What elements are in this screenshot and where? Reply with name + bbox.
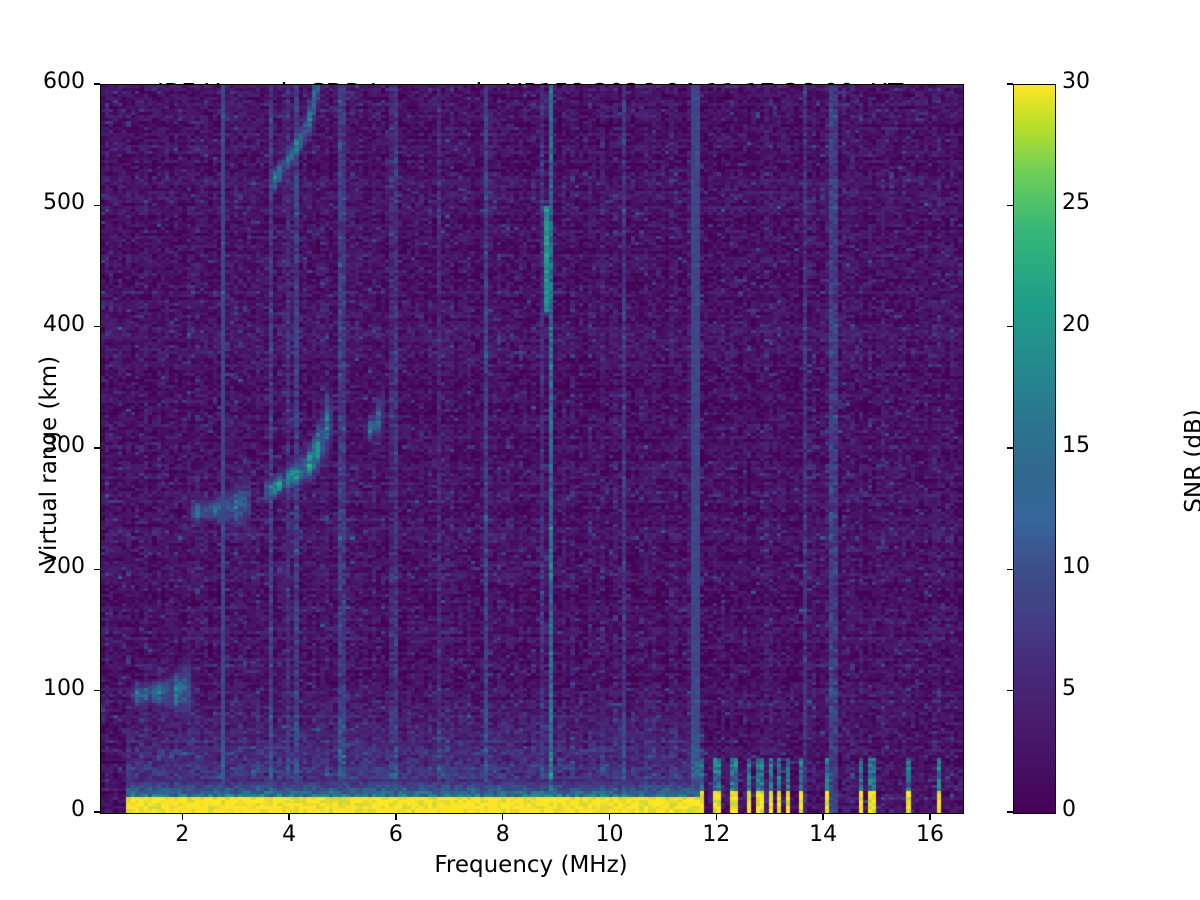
y-tick-mark [93, 326, 100, 328]
y-axis-label: Virtual range (km) [36, 355, 62, 567]
colorbar-tick-mark [1007, 204, 1013, 206]
colorbar-tick-label: 25 [1062, 190, 1090, 216]
ionogram-heatmap-canvas [101, 85, 963, 813]
colorbar-tick-mark [1007, 690, 1013, 692]
x-tick-label: 14 [809, 822, 838, 847]
y-tick-mark [93, 204, 100, 206]
x-tick-mark [608, 813, 611, 820]
y-tick-mark [93, 811, 100, 813]
x-tick-label: 2 [175, 822, 190, 847]
colorbar-tick-label: 10 [1062, 554, 1090, 580]
y-tick-mark [93, 83, 100, 85]
y-tick-label: 600 [43, 69, 85, 94]
x-tick-label: 6 [388, 822, 403, 847]
x-tick-label: 16 [915, 822, 944, 847]
y-tick-label: 100 [43, 675, 85, 701]
y-tick-label: 0 [71, 797, 85, 822]
colorbar-tick-label: 15 [1062, 433, 1090, 458]
x-tick-mark [502, 813, 504, 820]
colorbar-tick-mark [1007, 326, 1013, 328]
y-tick-mark [93, 568, 100, 570]
x-axis-label: Frequency (MHz) [434, 852, 628, 878]
x-tick-label: 10 [595, 822, 624, 847]
y-tick-mark [93, 690, 100, 692]
x-tick-mark [181, 813, 183, 820]
y-tick-label: 200 [43, 554, 85, 580]
colorbar-label: SNR (dB) [1181, 409, 1200, 513]
ionogram-plot-area [100, 84, 964, 814]
x-tick-mark [288, 813, 290, 820]
x-tick-label: 4 [282, 822, 297, 847]
x-tick-label: 12 [702, 822, 731, 847]
colorbar-tick-mark [1007, 83, 1013, 85]
colorbar [1013, 84, 1056, 814]
x-tick-mark [715, 813, 717, 820]
x-tick-mark [822, 813, 824, 820]
x-tick-mark [395, 813, 397, 820]
x-tick-label: 8 [495, 822, 510, 847]
colorbar-tick-mark [1007, 447, 1013, 449]
colorbar-tick-label: 30 [1062, 69, 1090, 94]
y-tick-label: 400 [43, 311, 85, 337]
y-tick-mark [93, 447, 100, 449]
y-tick-label: 300 [43, 433, 85, 458]
colorbar-tick-mark [1007, 568, 1013, 570]
colorbar-tick-label: 0 [1062, 797, 1076, 822]
x-tick-mark [929, 813, 931, 820]
y-tick-label: 500 [43, 190, 85, 216]
colorbar-tick-mark [1007, 811, 1013, 813]
colorbar-tick-label: 5 [1062, 675, 1076, 701]
colorbar-tick-label: 20 [1062, 311, 1090, 337]
